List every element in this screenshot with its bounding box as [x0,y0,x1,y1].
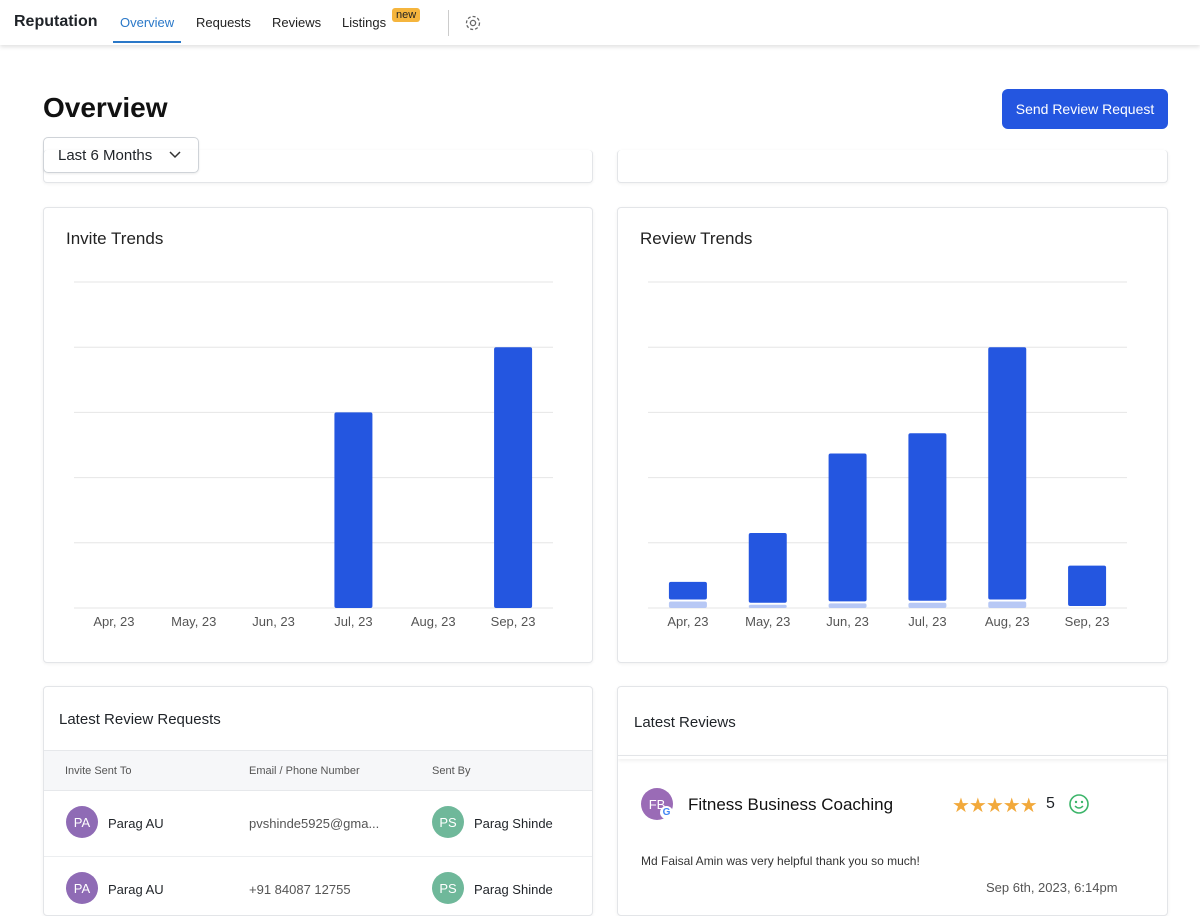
bar [908,433,947,601]
stars: ★★★★★ [952,795,1038,817]
sender: Parag Shinde [474,816,553,831]
bar [748,533,787,603]
x-tick-label: Aug, 23 [411,614,456,629]
x-tick-label: Jul, 23 [908,614,946,629]
x-tick-label: May, 23 [171,614,216,629]
send-button[interactable]: Send Review Request [1002,89,1168,129]
contact: pvshinde5925@gma... [249,816,380,831]
chevron [169,151,181,159]
bar [334,412,373,608]
bar [668,581,707,600]
smiley [1069,794,1089,814]
x-tick-label: Jul, 23 [334,614,372,629]
top-nav: Reputation Overview Requests Reviews Lis… [0,0,1200,45]
bar [494,347,533,608]
bar [1068,565,1107,606]
requests-card: Latest Review Requests Invite Sent To Em… [43,686,593,916]
x-tick-label: May, 23 [745,614,790,629]
x-tick-label: Sep, 23 [1065,614,1110,629]
x-tick-label: Jun, 23 [252,614,295,629]
name: Parag AU [108,816,164,831]
bar [828,453,867,602]
contact: +91 84087 12755 [249,882,351,897]
card-title: Latest Reviews [634,714,736,731]
chart-title: Invite Trends [66,229,163,248]
avatar: PS [432,872,464,904]
card-title: Latest Review Requests [59,711,221,728]
avatar: PS [432,806,464,838]
tab[interactable]: Overview [120,15,175,30]
review-text: Md Faisal Amin was very helpful thank yo… [641,854,920,868]
name: Parag AU [108,882,164,897]
page-title: Overview [43,92,168,123]
charts: Invite Trends Apr, 23 May, 23 Jun, 23 Jul, 2… [66,229,1127,629]
range-label: Last 6 Months [58,147,153,164]
divider [448,10,449,36]
x-tick-label: Apr, 23 [667,614,708,629]
google-icon: G [660,806,673,819]
avatar: PA [66,806,98,838]
bar [988,347,1027,600]
table-header: Invite Sent To Email / Phone Number Sent… [44,750,592,791]
tab[interactable]: Listings [342,15,387,30]
sender: Parag Shinde [474,882,553,897]
bar [828,603,867,608]
tab[interactable]: Requests [196,15,251,30]
bar [668,601,707,608]
column-header: Email / Phone Number [249,765,360,777]
separator [618,755,1167,759]
review-date: Sep 6th, 2023, 6:14pm [986,880,1118,895]
x-tick-label: Sep, 23 [491,614,536,629]
x-tick-label: Apr, 23 [93,614,134,629]
rating: 5 [1046,795,1055,812]
tab-underline [113,41,181,43]
business-name: Fitness Business Coaching [688,795,894,814]
x-tick-label: Jun, 23 [826,614,869,629]
row-divider [44,856,592,857]
settings-icon[interactable] [464,14,482,32]
column-header: Sent By [432,765,471,777]
avatar: PA [66,872,98,904]
tab[interactable]: Reviews [272,15,322,30]
bar [748,604,787,608]
reviews-card: Latest Reviews FB G Fitness Business Coa… [617,686,1168,916]
range-dropdown[interactable]: Last 6 Months [43,137,199,173]
bar [988,601,1027,608]
bar [908,602,947,608]
new-badge: new [392,8,421,22]
column-header: Invite Sent To [65,765,132,777]
x-tick-label: Aug, 23 [985,614,1030,629]
chart-title: Review Trends [640,229,752,248]
brand: Reputation [14,13,98,30]
